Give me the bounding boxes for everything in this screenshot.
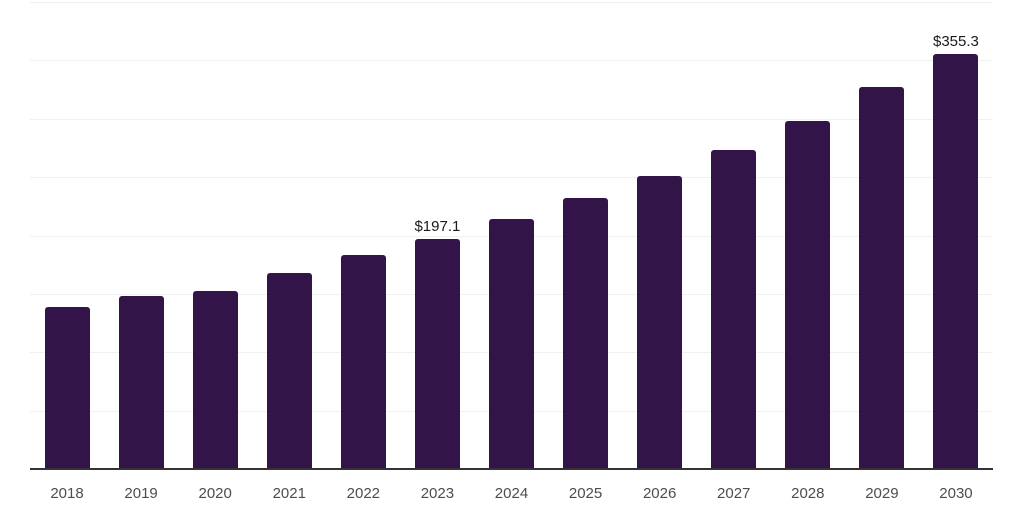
- x-tick-2024: 2024: [494, 485, 529, 502]
- bar-2021: [266, 272, 312, 469]
- gridline-400: [30, 2, 993, 3]
- x-tick-2028: 2028: [791, 485, 825, 502]
- bar-2028: [785, 120, 831, 469]
- x-tick-2022: 2022: [346, 485, 381, 502]
- bar-2026: [637, 175, 683, 469]
- bar-2025: [563, 197, 609, 469]
- bar-2020: [192, 290, 238, 469]
- bar-2027: [711, 149, 757, 469]
- bar-2024: [489, 219, 534, 469]
- x-tick-2027: 2027: [717, 485, 751, 502]
- x-tick-2019: 2019: [124, 485, 158, 502]
- x-tick-2021: 2021: [272, 485, 306, 502]
- gridline-350: [30, 60, 993, 62]
- bar-2022: [340, 254, 386, 469]
- x-tick-2026: 2026: [642, 485, 677, 502]
- data-label-2023: $197.1: [414, 217, 461, 235]
- x-tick-2029: 2029: [865, 485, 899, 502]
- x-tick-2030: 2030: [939, 485, 973, 502]
- gridline-250: [30, 177, 993, 179]
- x-tick-2025: 2025: [568, 485, 603, 502]
- gridline-300: [30, 118, 993, 120]
- bar-2023: [414, 238, 460, 469]
- bar-2029: [859, 87, 905, 469]
- data-label-2030: $355.3: [933, 33, 979, 51]
- x-tick-2018: 2018: [50, 485, 84, 502]
- bar-2019: [118, 296, 164, 469]
- x-tick-2020: 2020: [198, 485, 232, 502]
- bar-2030: [933, 54, 979, 469]
- x-axis-line: [30, 468, 993, 470]
- x-tick-2023: 2023: [420, 485, 455, 502]
- bar-2018: [44, 306, 90, 469]
